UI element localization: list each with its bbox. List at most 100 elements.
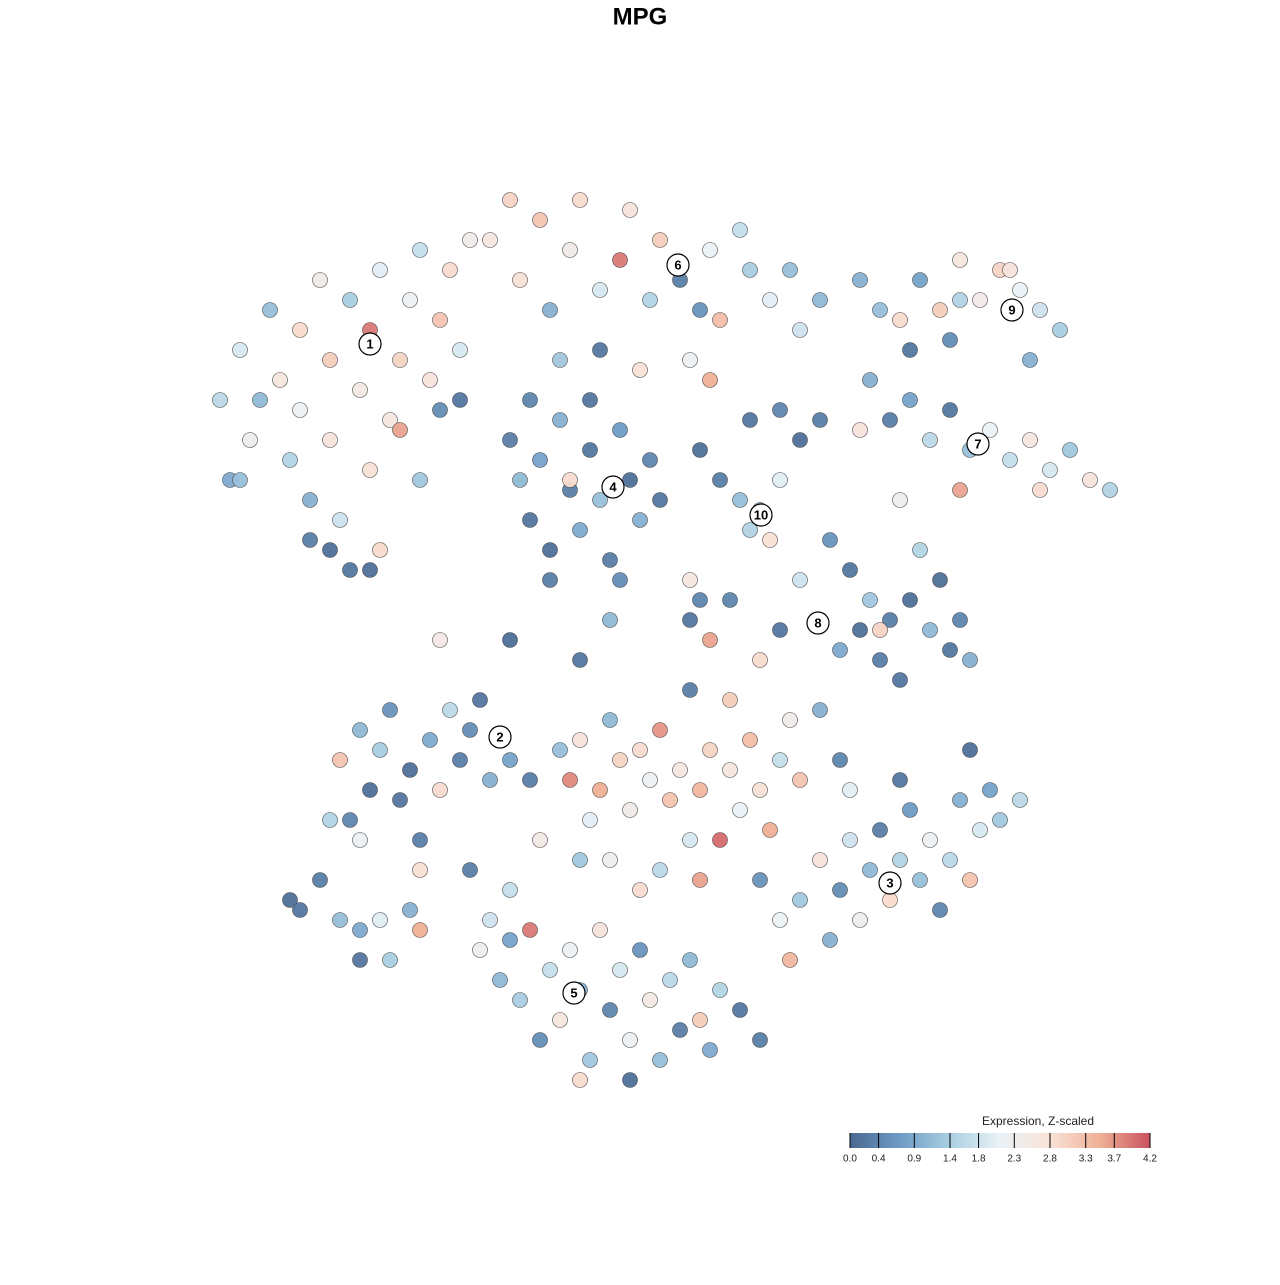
point (942, 332, 958, 348)
point (392, 422, 408, 438)
point (972, 822, 988, 838)
point (592, 492, 608, 508)
point (872, 652, 888, 668)
point (842, 832, 858, 848)
cluster-label: 1 (366, 336, 373, 351)
point (672, 1022, 688, 1038)
point (372, 742, 388, 758)
point (642, 452, 658, 468)
point (502, 932, 518, 948)
point (582, 392, 598, 408)
point (792, 892, 808, 908)
point (652, 862, 668, 878)
point (952, 612, 968, 628)
point (522, 772, 538, 788)
point (682, 352, 698, 368)
point (502, 882, 518, 898)
point (732, 492, 748, 508)
point (642, 292, 658, 308)
point (512, 472, 528, 488)
point (212, 392, 228, 408)
point (722, 692, 738, 708)
point (342, 812, 358, 828)
point (602, 1002, 618, 1018)
point (552, 352, 568, 368)
point (312, 272, 328, 288)
point (642, 992, 658, 1008)
point (732, 802, 748, 818)
point (562, 242, 578, 258)
cluster-label: 8 (814, 615, 821, 630)
point (842, 782, 858, 798)
point (572, 192, 588, 208)
point (882, 412, 898, 428)
point (842, 562, 858, 578)
point (612, 572, 628, 588)
point (562, 942, 578, 958)
point (812, 412, 828, 428)
point (872, 302, 888, 318)
point (542, 542, 558, 558)
point (1032, 302, 1048, 318)
cluster-marker (358, 332, 382, 356)
point (382, 952, 398, 968)
point (582, 1052, 598, 1068)
cluster-marker (878, 871, 902, 895)
point (392, 792, 408, 808)
point (932, 902, 948, 918)
point (542, 962, 558, 978)
point (442, 262, 458, 278)
point (872, 622, 888, 638)
point (752, 652, 768, 668)
point (752, 872, 768, 888)
point (1102, 482, 1118, 498)
point (352, 722, 368, 738)
colorbar-tick-label: 2.3 (1007, 1154, 1021, 1165)
point (912, 272, 928, 288)
point (452, 752, 468, 768)
point (462, 232, 478, 248)
point (462, 722, 478, 738)
point (902, 592, 918, 608)
point (772, 472, 788, 488)
point (702, 372, 718, 388)
point (772, 622, 788, 638)
colorbar: Expression, Z-scaled 0.0 0.4 0.9 1.4 1.8 2.3 2… (843, 1114, 1157, 1164)
point (482, 912, 498, 928)
point (892, 672, 908, 688)
point (862, 592, 878, 608)
point (612, 422, 628, 438)
point (362, 562, 378, 578)
point (832, 752, 848, 768)
point (892, 772, 908, 788)
point (962, 742, 978, 758)
point (352, 952, 368, 968)
colorbar-tick-label: 2.8 (1043, 1154, 1057, 1165)
point (1002, 262, 1018, 278)
chart-title: MPG (613, 3, 668, 30)
point (712, 832, 728, 848)
point (772, 752, 788, 768)
colorbar-tick-label: 4.2 (1143, 1154, 1157, 1165)
point (592, 282, 608, 298)
point (602, 852, 618, 868)
point (852, 272, 868, 288)
point (542, 572, 558, 588)
point (742, 412, 758, 428)
cluster-label: 6 (674, 257, 681, 272)
point (902, 802, 918, 818)
point (552, 742, 568, 758)
point (632, 512, 648, 528)
point (992, 812, 1008, 828)
point (972, 292, 988, 308)
point (602, 612, 618, 628)
point (1022, 352, 1038, 368)
point (712, 312, 728, 328)
point (772, 402, 788, 418)
point (272, 372, 288, 388)
cluster-label: 4 (609, 479, 617, 494)
point (492, 972, 508, 988)
point (452, 342, 468, 358)
point (672, 762, 688, 778)
point (572, 732, 588, 748)
